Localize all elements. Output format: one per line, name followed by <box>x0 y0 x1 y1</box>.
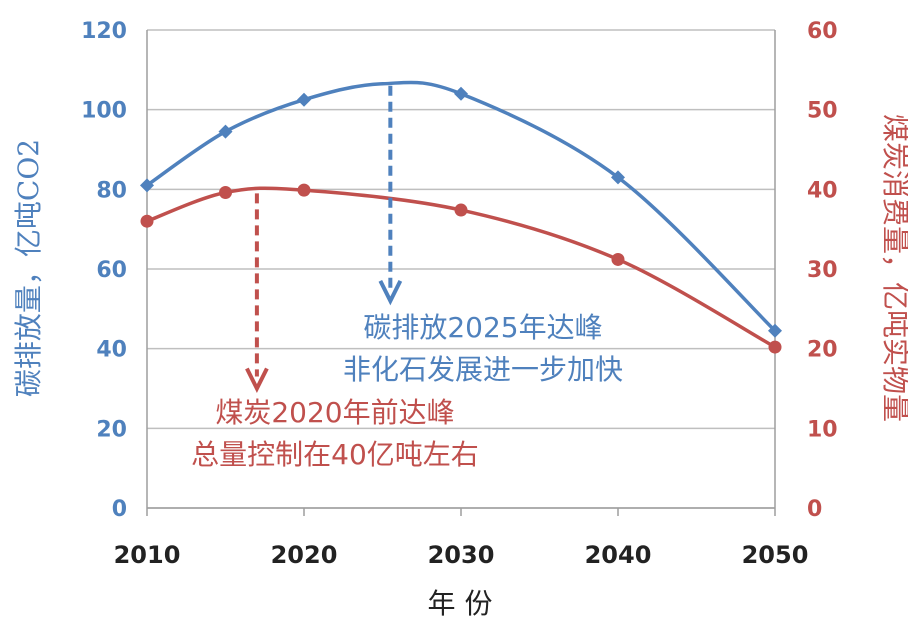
data-point-marker <box>611 170 625 185</box>
left-y-tick-label: 40 <box>96 338 127 363</box>
data-point-marker <box>140 178 154 193</box>
x-tick-label: 2010 <box>114 541 181 569</box>
x-tick-label: 2030 <box>428 541 495 569</box>
right-y-tick-label: 0 <box>807 497 822 522</box>
data-point-marker <box>297 183 311 197</box>
right-y-tick-label: 10 <box>807 417 838 442</box>
left-y-tick-label: 20 <box>96 417 127 442</box>
x-tick-label: 2020 <box>271 541 338 569</box>
data-point-marker <box>297 92 311 107</box>
annotation-text: 煤炭2020年前达峰 <box>215 396 454 429</box>
data-point-marker <box>218 124 233 139</box>
right-y-tick-label: 40 <box>807 178 838 203</box>
annotations: 碳排放2025年达峰非化石发展进一步加快煤炭2020年前达峰总量控制在40亿吨左… <box>191 85 623 471</box>
left-y-tick-label: 80 <box>96 178 127 203</box>
data-point-marker <box>219 186 232 200</box>
annotation-text: 非化石发展进一步加快 <box>343 353 623 386</box>
right-y-tick-label: 50 <box>807 99 838 124</box>
annotation-text: 碳排放2025年达峰 <box>363 311 602 344</box>
data-point-marker <box>768 323 782 338</box>
right-y-axis-label: 煤炭消费量，亿吨实物量 <box>879 114 908 422</box>
data-point-marker <box>768 340 782 354</box>
left-y-tick-label: 100 <box>81 99 127 124</box>
x-tick-label: 2050 <box>742 541 809 569</box>
data-point-marker <box>611 252 625 266</box>
annotation-arrowhead <box>245 367 269 393</box>
data-point-marker <box>140 214 154 228</box>
gridlines <box>147 29 775 509</box>
data-point-marker <box>454 86 468 101</box>
left-y-tick-label: 0 <box>112 497 127 522</box>
left-y-axis-label: 碳排放量，亿吨CO2 <box>12 139 45 397</box>
left-y-tick-label: 60 <box>96 258 127 283</box>
right-y-tick-label: 30 <box>807 258 838 283</box>
series-lines <box>140 80 782 354</box>
x-axis-label: 年 份 <box>428 587 493 620</box>
left-y-tick-label: 120 <box>81 19 127 44</box>
right-y-tick-label: 60 <box>807 19 838 44</box>
annotation-text: 总量控制在40亿吨左右 <box>191 438 479 471</box>
right-y-tick-label: 20 <box>807 338 838 363</box>
annotation-arrowhead <box>378 279 403 306</box>
axes <box>146 30 776 516</box>
data-point-marker <box>454 203 468 217</box>
x-tick-label: 2040 <box>585 541 652 569</box>
